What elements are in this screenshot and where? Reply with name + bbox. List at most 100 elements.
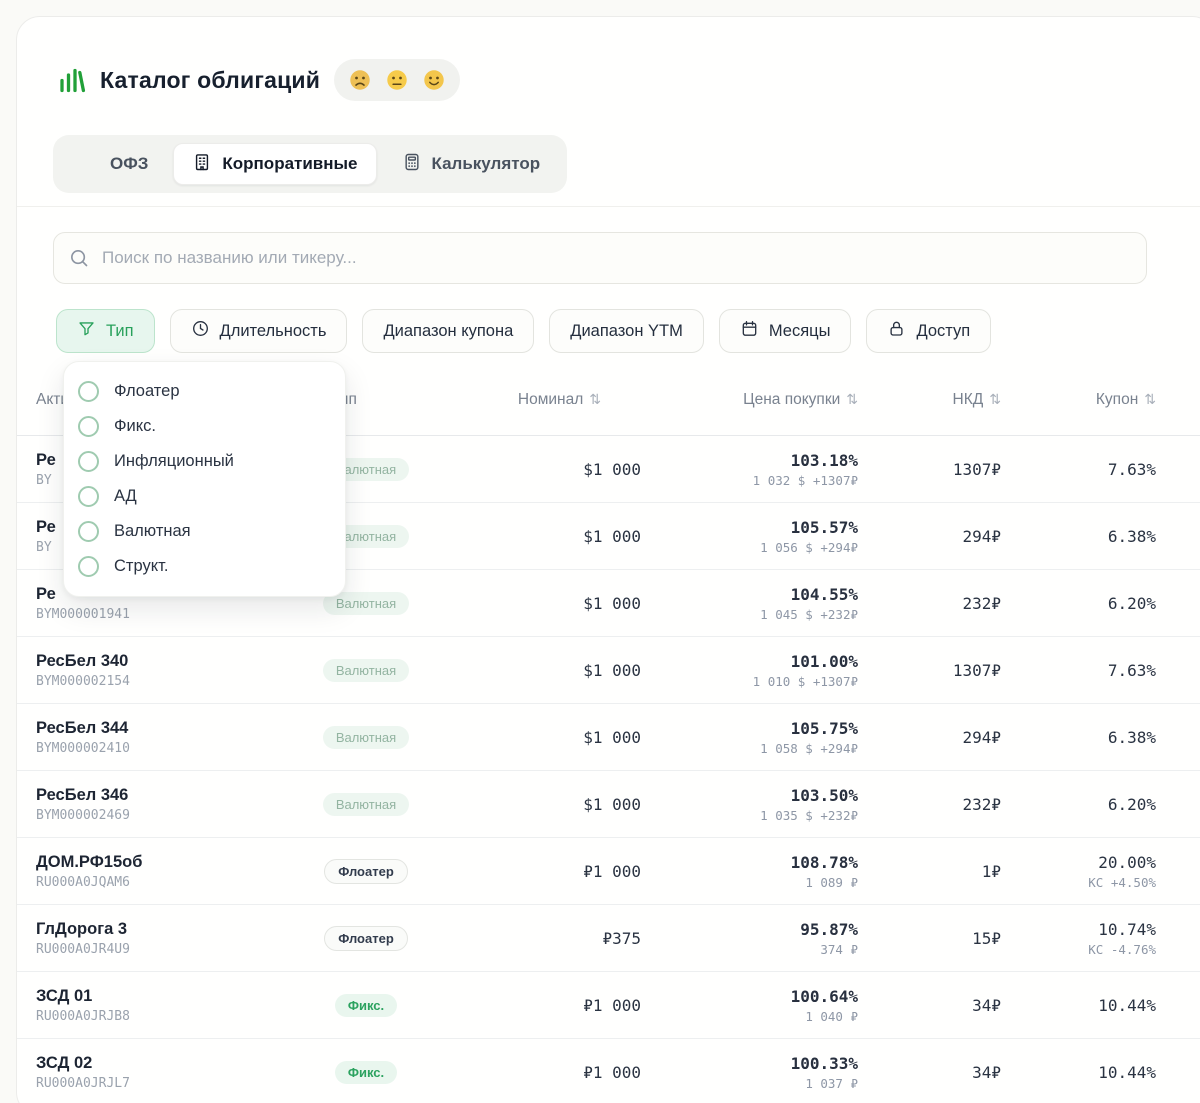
price-cell: 95.87% 374 ₽	[641, 920, 858, 957]
coupon-value: 6.20%	[1107, 794, 1156, 814]
column-header-nominal[interactable]: Номинал ⇅	[517, 391, 601, 408]
bond-ticker: RU000A0JR4U9	[36, 941, 130, 957]
column-header-coupon[interactable]: Купон ⇅	[1095, 391, 1156, 408]
radio-icon[interactable]	[78, 416, 99, 437]
type-filter-dropdown: Флоатер Фикс. Инфляционный АД Валютная С…	[63, 361, 346, 597]
nominal-value: ₽375	[602, 928, 641, 948]
tab-ofz[interactable]: ОФЗ	[61, 143, 167, 185]
price-cell: 101.00% 1 010 $ +1307₽	[641, 652, 858, 689]
table-row[interactable]: РесБел 346 BYM000002469 Валютная $1 000 …	[17, 771, 1200, 838]
sad-face-icon[interactable]	[349, 69, 371, 91]
coupon-value: 10.44%	[1098, 1062, 1156, 1082]
type-badge: Валютная	[322, 792, 410, 816]
coupon-value: 10.74%	[1098, 919, 1156, 939]
building-icon	[192, 152, 212, 177]
filter-label: Доступ	[916, 321, 971, 340]
nominal-value: $1 000	[583, 459, 641, 479]
table-row[interactable]: Ре BYM000001941 Валютная $1 000 104.55% …	[17, 570, 1200, 637]
search-input[interactable]	[53, 232, 1147, 284]
price-sub: 374 ₽	[820, 941, 858, 957]
asset-cell: ЗСД 02 RU000A0JRJL7	[36, 1054, 306, 1091]
table-row[interactable]: ЗСД 02 RU000A0JRJL7 Фикс. ₽1 000 100.33%…	[17, 1039, 1200, 1103]
type-badge: Валютная	[322, 725, 410, 749]
filter-duration-button[interactable]: Длительность	[169, 309, 348, 353]
asset-cell: РесБел 344 BYM000002410	[36, 719, 306, 756]
tab-corporate[interactable]: Корпоративные	[173, 143, 377, 185]
price-sub: 1 045 $ +232₽	[760, 606, 858, 622]
bond-name: ЗСД 02	[36, 1053, 93, 1072]
tab-label: ОФЗ	[110, 154, 149, 173]
radio-icon[interactable]	[78, 486, 99, 507]
bond-catalog-card: Каталог облигаций	[16, 16, 1200, 1103]
table-row[interactable]: РесБел 340 BYM000002154 Валютная $1 000 …	[17, 637, 1200, 704]
dropdown-option-floater[interactable]: Флоатер	[64, 374, 345, 409]
calculator-icon	[402, 152, 422, 177]
nkd-value: 1307₽	[952, 660, 1001, 680]
bond-ticker: RU000A0JRJL7	[36, 1075, 130, 1091]
coupon-cell: 20.00% КС +4.50%	[1001, 853, 1156, 890]
option-label: АД	[114, 487, 137, 505]
coupon-cell: 6.38%	[1001, 527, 1156, 546]
filter-months-button[interactable]: Месяцы	[718, 309, 852, 353]
price-sub: 1 010 $ +1307₽	[752, 673, 858, 689]
price-sub: 1 040 ₽	[805, 1008, 858, 1024]
bond-name: Ре	[36, 584, 56, 603]
dropdown-option-currency[interactable]: Валютная	[64, 514, 345, 549]
dropdown-option-inflation[interactable]: Инфляционный	[64, 444, 345, 479]
type-cell: Фикс.	[306, 1060, 426, 1084]
bond-name: РесБел 346	[36, 785, 129, 804]
bond-ticker: BY	[36, 539, 52, 555]
bond-ticker: BYM000002410	[36, 740, 130, 756]
nkd-value: 232₽	[962, 593, 1001, 613]
tab-label: Корпоративные	[222, 154, 358, 173]
filter-type-button[interactable]: Тип	[56, 309, 155, 353]
radio-icon[interactable]	[78, 381, 99, 402]
coupon-cell: 10.44%	[1001, 996, 1156, 1015]
table-row[interactable]: РесБел 344 BYM000002410 Валютная $1 000 …	[17, 704, 1200, 771]
type-cell: Валютная	[306, 792, 426, 816]
tab-calculator[interactable]: Калькулятор	[383, 143, 560, 185]
type-badge: Флоатер	[324, 925, 408, 951]
option-label: Флоатер	[114, 382, 180, 400]
table-header-row: Актив Тип Номинал⇅ Цена покупки⇅ НКД⇅ Ку…	[17, 387, 1200, 436]
filter-access-button[interactable]: Доступ	[866, 309, 992, 353]
nominal-value: $1 000	[583, 660, 641, 680]
table-row[interactable]: ГлДорога 3 RU000A0JR4U9 Флоатер ₽375 95.…	[17, 905, 1200, 972]
dropdown-option-struct[interactable]: Структ.	[64, 549, 345, 584]
happy-face-icon[interactable]	[423, 69, 445, 91]
price-sub: 1 037 ₽	[805, 1075, 858, 1091]
price-percent: 95.87%	[800, 919, 858, 939]
table-row[interactable]: ЗСД 01 RU000A0JRJB8 Фикс. ₽1 000 100.64%…	[17, 972, 1200, 1039]
coupon-sub: КС -4.76%	[1088, 941, 1156, 957]
nkd-value: 34₽	[972, 1062, 1001, 1082]
bond-ticker: BYM000001941	[36, 606, 130, 622]
table-row[interactable]: ДОМ.РФ15об RU000A0JQAM6 Флоатер ₽1 000 1…	[17, 838, 1200, 905]
price-cell: 100.33% 1 037 ₽	[641, 1054, 858, 1091]
filter-coupon-range-button[interactable]: Диапазон купона	[362, 309, 535, 353]
coupon-value: 6.38%	[1107, 727, 1156, 747]
price-percent: 103.18%	[790, 450, 858, 470]
filter-ytm-range-button[interactable]: Диапазон YTM	[549, 309, 704, 353]
type-cell: Фикс.	[306, 993, 426, 1017]
bond-ticker: BYM000002154	[36, 673, 130, 689]
dropdown-option-ad[interactable]: АД	[64, 479, 345, 514]
page-title: Каталог облигаций	[100, 66, 321, 93]
option-label: Структ.	[114, 557, 169, 575]
column-header-price[interactable]: Цена покупки ⇅	[743, 391, 858, 408]
radio-icon[interactable]	[78, 556, 99, 577]
coupon-value: 20.00%	[1098, 852, 1156, 872]
price-percent: 101.00%	[790, 651, 858, 671]
radio-icon[interactable]	[78, 451, 99, 472]
radio-icon[interactable]	[78, 521, 99, 542]
coupon-value: 6.38%	[1107, 526, 1156, 546]
nominal-value: $1 000	[583, 526, 641, 546]
coupon-cell: 10.74% КС -4.76%	[1001, 920, 1156, 957]
coupon-cell: 7.63%	[1001, 661, 1156, 680]
nominal-value: $1 000	[583, 794, 641, 814]
asset-cell: ГлДорога 3 RU000A0JR4U9	[36, 920, 306, 957]
filter-label: Диапазон купона	[383, 321, 514, 340]
dropdown-option-fix[interactable]: Фикс.	[64, 409, 345, 444]
column-header-nkd[interactable]: НКД ⇅	[952, 391, 1001, 408]
option-label: Инфляционный	[114, 452, 234, 470]
neutral-face-icon[interactable]	[386, 69, 408, 91]
